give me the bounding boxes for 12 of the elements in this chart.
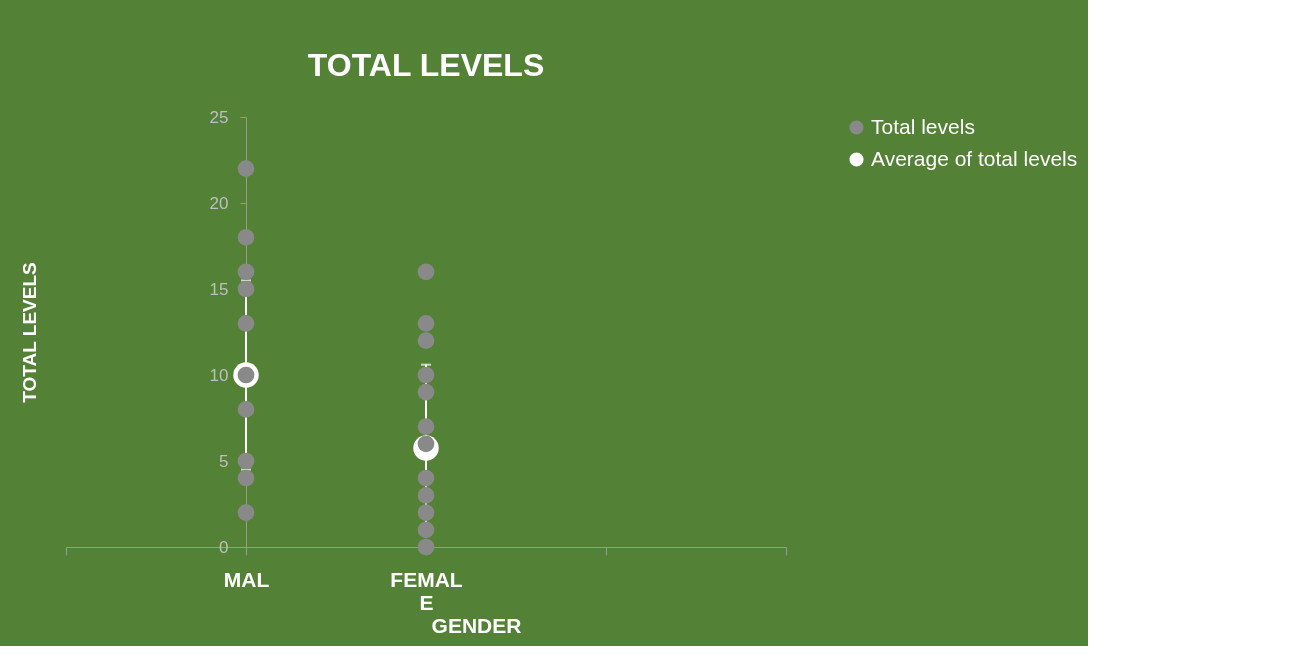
y-axis-title: TOTAL LEVELS (307, 47, 545, 83)
x-tick-label: MAL (223, 567, 270, 591)
y-tick-label: 15 (209, 279, 229, 299)
y-tick-label: 20 (209, 193, 229, 213)
y-tick-label: 10 (209, 365, 229, 385)
x-axis-title: GENDER (431, 613, 522, 637)
x-tick-label: FEMAL E (390, 567, 463, 614)
legend-label: Average of total levels (871, 146, 1078, 170)
y-tick-label: 5 (219, 451, 229, 471)
legend-label: Total levels (871, 114, 975, 138)
text: TOTAL LEVELS (18, 262, 40, 403)
y-tick-label: 25 (209, 107, 229, 127)
